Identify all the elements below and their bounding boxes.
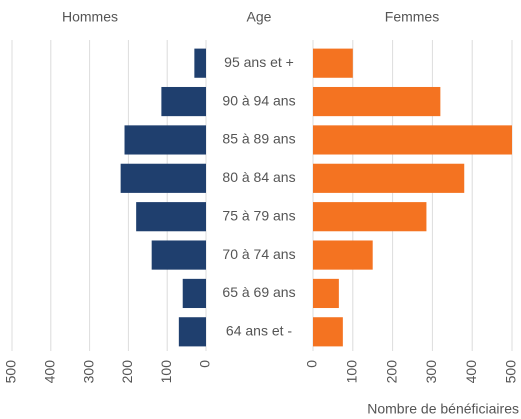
bar xyxy=(313,278,339,309)
bar xyxy=(313,240,373,270)
category-label: 65 à 69 ans xyxy=(222,284,295,300)
category-label: 90 à 94 ans xyxy=(222,92,295,108)
bar xyxy=(124,125,206,155)
bar xyxy=(182,278,206,309)
category-label: 95 ans et + xyxy=(224,54,294,70)
bar xyxy=(313,163,465,193)
category-header: Age xyxy=(247,9,272,25)
category-label: 70 à 74 ans xyxy=(222,246,295,262)
bar xyxy=(313,86,441,117)
bar xyxy=(313,317,343,347)
x-tick-label: 0 xyxy=(197,360,213,368)
bar xyxy=(313,48,353,78)
x-tick-label: 0 xyxy=(304,360,320,368)
x-tick-label: 400 xyxy=(42,360,58,384)
x-tick-label: 200 xyxy=(119,360,135,384)
x-tick-label: 300 xyxy=(423,360,439,384)
bar xyxy=(161,86,206,117)
category-label: 80 à 84 ans xyxy=(222,169,295,185)
x-tick-label: 400 xyxy=(463,360,479,384)
category-label: 75 à 79 ans xyxy=(222,207,295,223)
x-tick-label: 500 xyxy=(503,360,519,384)
x-tick-label: 200 xyxy=(383,360,399,384)
x-tick-label: 300 xyxy=(80,360,96,384)
bar xyxy=(151,240,206,270)
legend-label: Femmes xyxy=(385,9,439,25)
category-label: 64 ans et - xyxy=(226,323,292,339)
category-label: 85 à 89 ans xyxy=(222,131,295,147)
legend-label: Hommes xyxy=(62,9,118,25)
x-tick-label: 500 xyxy=(3,360,19,384)
x-tick-label: 100 xyxy=(158,360,174,384)
bar xyxy=(313,125,512,155)
x-tick-label: 100 xyxy=(344,360,360,384)
bar xyxy=(194,48,206,78)
x-axis-title: Nombre de bénéficiaires xyxy=(367,401,519,417)
bar xyxy=(136,202,206,232)
bar xyxy=(178,317,206,347)
bar xyxy=(120,163,206,193)
bar xyxy=(313,202,427,232)
